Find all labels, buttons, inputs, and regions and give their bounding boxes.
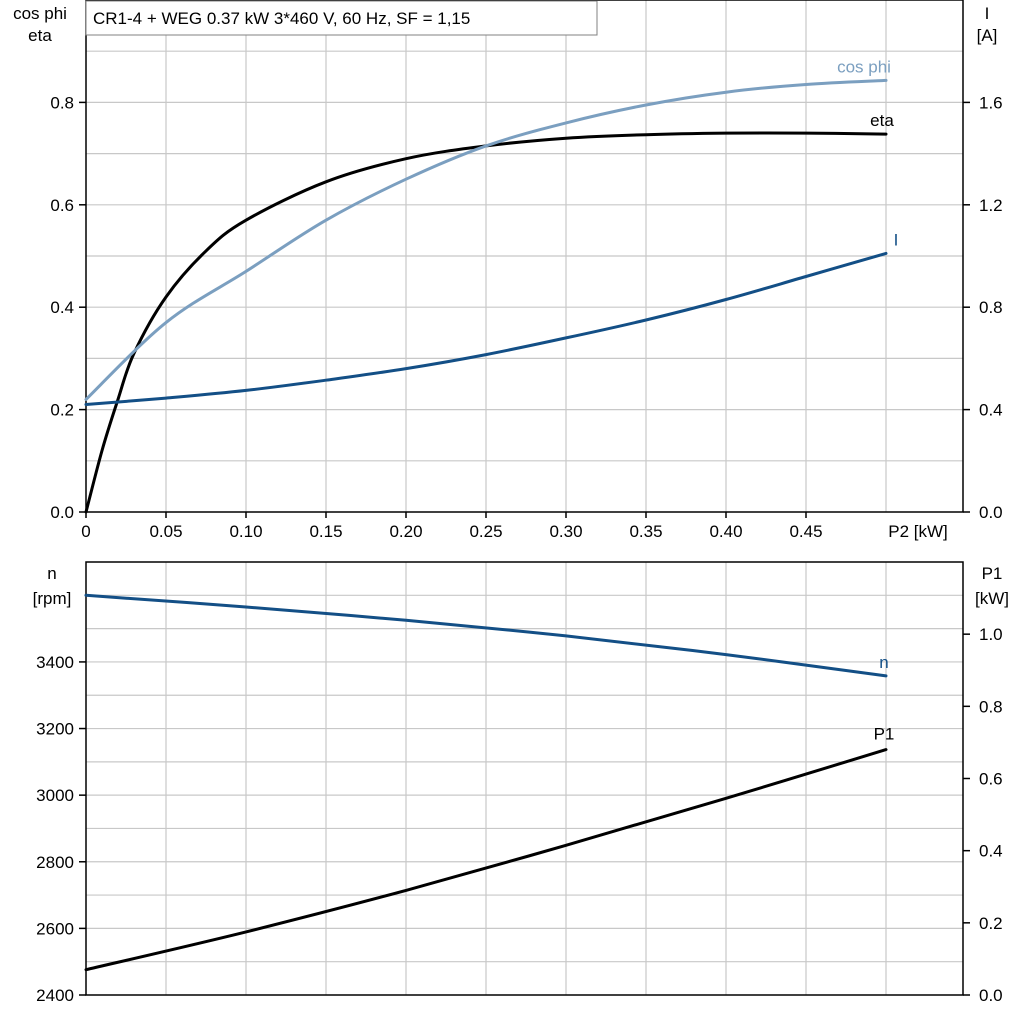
top-right-tick-label: 0.8 bbox=[979, 298, 1003, 317]
bottom-left-tick-label: 2400 bbox=[36, 986, 74, 1005]
x-tick-label: 0.40 bbox=[709, 522, 742, 541]
top-panel: 0.0 0.2 0.4 0.6 0.8 0.0 0.4 0.8 1.2 1.6 0 0.05 0.10 0… bbox=[13, 0, 1003, 541]
top-right-tick-label: 1.2 bbox=[979, 196, 1003, 215]
bottom-right-axis-title-line2: [kW] bbox=[975, 589, 1009, 608]
x-tick-label: 0 bbox=[81, 522, 90, 541]
bottom-left-tick-label: 2800 bbox=[36, 853, 74, 872]
bottom-left-tick-label: 2600 bbox=[36, 919, 74, 938]
top-right-axis-title-line1: I bbox=[985, 4, 990, 23]
bottom-right-tick-label: 0.8 bbox=[979, 697, 1003, 716]
top-right-tick-label: 0.0 bbox=[979, 503, 1003, 522]
bottom-right-tick-label: 0.2 bbox=[979, 914, 1003, 933]
series-label-eta: eta bbox=[870, 111, 894, 130]
top-left-axis-title-line2: eta bbox=[28, 26, 52, 45]
x-tick-label: 0.10 bbox=[229, 522, 262, 541]
bottom-left-axis-title-line1: n bbox=[47, 564, 56, 583]
bottom-right-tick-label: 0.4 bbox=[979, 842, 1003, 861]
bottom-left-axis-title-line2: [rpm] bbox=[33, 589, 72, 608]
x-tick-label: 0.15 bbox=[309, 522, 342, 541]
top-left-tick-label: 0.4 bbox=[50, 298, 74, 317]
series-line-eta bbox=[84, 131, 888, 514]
chart-title: CR1-4 + WEG 0.37 kW 3*460 V, 60 Hz, SF =… bbox=[93, 9, 470, 28]
bottom-left-tick-label: 3000 bbox=[36, 786, 74, 805]
x-tick-label: 0.20 bbox=[389, 522, 422, 541]
top-series bbox=[84, 78, 888, 514]
x-tick-label: 0.05 bbox=[149, 522, 182, 541]
bottom-right-tick-label: 1.0 bbox=[979, 625, 1003, 644]
top-left-tick-label: 0.6 bbox=[50, 196, 74, 215]
title-box bbox=[85, 0, 598, 36]
x-tick-label: 0.25 bbox=[469, 522, 502, 541]
bottom-series-labels: n P1 bbox=[874, 653, 895, 744]
top-right-tick-label: 0.4 bbox=[979, 401, 1003, 420]
top-left-axis-title-line1: cos phi bbox=[13, 4, 67, 23]
bottom-left-tick-label: 3200 bbox=[36, 720, 74, 739]
series-label-p1: P1 bbox=[874, 725, 895, 744]
bottom-right-tick-label: 0.6 bbox=[979, 770, 1003, 789]
bottom-ticks: 2400 2600 2800 3000 3200 3400 0.0 0.2 0.4 0.6 0.8 1… bbox=[36, 625, 1002, 1005]
top-plot-frame bbox=[85, 0, 964, 513]
x-tick-label: 0.30 bbox=[549, 522, 582, 541]
series-line-p1 bbox=[84, 748, 888, 972]
bottom-panel: 2400 2600 2800 3000 3200 3400 0.0 0.2 0.4 0.6 0.8 1… bbox=[33, 561, 1009, 1005]
series-label-cos-phi: cos phi bbox=[837, 57, 891, 76]
x-axis-title: P2 [kW] bbox=[888, 522, 948, 541]
series-label-i: I bbox=[894, 230, 899, 249]
top-series-labels: eta cos phi I bbox=[837, 57, 898, 249]
top-ticks: 0.0 0.2 0.4 0.6 0.8 0.0 0.4 0.8 1.2 1.6 0 0.05 0.10 0… bbox=[50, 93, 1002, 541]
bottom-series bbox=[84, 593, 888, 972]
series-line-i bbox=[84, 251, 888, 406]
top-left-tick-label: 0.2 bbox=[50, 401, 74, 420]
x-tick-label: 0.45 bbox=[789, 522, 822, 541]
top-left-tick-label: 0.8 bbox=[50, 93, 74, 112]
bottom-grid bbox=[86, 562, 963, 995]
bottom-right-axis-title-line1: P1 bbox=[982, 564, 1003, 583]
series-line-n bbox=[84, 593, 888, 678]
series-line-cos-phi bbox=[84, 78, 888, 401]
top-left-tick-label: 0.0 bbox=[50, 503, 74, 522]
x-tick-label: 0.35 bbox=[629, 522, 662, 541]
top-right-tick-label: 1.6 bbox=[979, 93, 1003, 112]
bottom-right-tick-label: 0.0 bbox=[979, 986, 1003, 1005]
series-label-n: n bbox=[879, 653, 888, 672]
bottom-left-tick-label: 3400 bbox=[36, 653, 74, 672]
top-right-axis-title-line2: [A] bbox=[977, 26, 998, 45]
